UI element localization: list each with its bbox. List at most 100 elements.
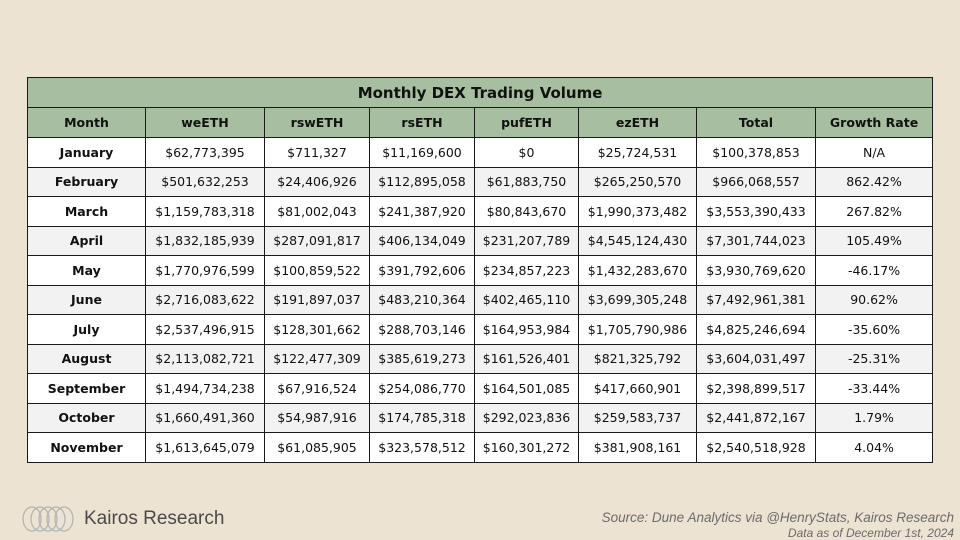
value-cell: $287,091,817 <box>264 225 370 256</box>
month-cell: January <box>27 137 146 168</box>
value-cell: $1,159,783,318 <box>145 196 265 227</box>
value-cell: $2,716,083,622 <box>145 284 265 315</box>
value-cell: $67,916,524 <box>264 373 370 404</box>
value-cell: 90.62% <box>814 284 934 315</box>
value-cell: $402,465,110 <box>474 284 579 315</box>
value-cell: $1,613,645,079 <box>145 432 265 463</box>
value-cell: -25.31% <box>814 343 934 374</box>
column-header: Growth Rate <box>814 107 934 138</box>
source-note: Source: Dune Analytics via @HenryStats, … <box>602 510 954 540</box>
value-cell: $292,023,836 <box>474 402 579 433</box>
value-cell: $234,857,223 <box>474 255 579 286</box>
value-cell: -35.60% <box>814 314 934 345</box>
value-cell: $7,492,961,381 <box>696 284 816 315</box>
month-cell: November <box>27 432 146 463</box>
value-cell: $231,207,789 <box>474 225 579 256</box>
value-cell: $174,785,318 <box>369 402 475 433</box>
value-cell: $2,113,082,721 <box>145 343 265 374</box>
column-header: Total <box>696 107 816 138</box>
month-cell: October <box>27 402 146 433</box>
month-cell: August <box>27 343 146 374</box>
kairos-logo-icon <box>22 506 74 532</box>
table-row: March $1,159,783,318 $81,002,043 $241,387,9… <box>27 196 934 227</box>
value-cell: $11,169,600 <box>369 137 475 168</box>
value-cell: 1.79% <box>814 402 934 433</box>
value-cell: $0 <box>474 137 579 168</box>
value-cell: $323,578,512 <box>369 432 475 463</box>
value-cell: $164,501,085 <box>474 373 579 404</box>
value-cell: $381,908,161 <box>578 432 697 463</box>
value-cell: $483,210,364 <box>369 284 475 315</box>
value-cell: $4,545,124,430 <box>578 225 697 256</box>
column-header: ezETH <box>578 107 697 138</box>
month-cell: March <box>27 196 146 227</box>
source-text: Source: Dune Analytics via @HenryStats, … <box>601 510 954 525</box>
value-cell: $288,703,146 <box>369 314 475 345</box>
value-cell: $1,770,976,599 <box>145 255 265 286</box>
value-cell: 105.49% <box>814 225 934 256</box>
value-cell: $1,660,491,360 <box>145 402 265 433</box>
value-cell: $122,477,309 <box>264 343 370 374</box>
value-cell: $81,002,043 <box>264 196 370 227</box>
value-cell: $417,660,901 <box>578 373 697 404</box>
value-cell: $3,604,031,497 <box>696 343 816 374</box>
column-header: weETH <box>145 107 265 138</box>
column-header: rsETH <box>369 107 475 138</box>
value-cell: $2,441,872,167 <box>696 402 816 433</box>
month-cell: June <box>27 284 146 315</box>
value-cell: 4.04% <box>814 432 934 463</box>
month-cell: April <box>27 225 146 256</box>
value-cell: $54,987,916 <box>264 402 370 433</box>
value-cell: $821,325,792 <box>578 343 697 374</box>
value-cell: -33.44% <box>814 373 934 404</box>
value-cell: $3,553,390,433 <box>696 196 816 227</box>
value-cell: $1,432,283,670 <box>578 255 697 286</box>
value-cell: $100,859,522 <box>264 255 370 286</box>
value-cell: $2,398,899,517 <box>696 373 816 404</box>
value-cell: $62,773,395 <box>145 137 265 168</box>
value-cell: $61,883,750 <box>474 166 579 197</box>
table-row: November $1,613,645,079 $61,085,905 $323,57… <box>27 432 934 463</box>
value-cell: $241,387,920 <box>369 196 475 227</box>
value-cell: $1,832,185,939 <box>145 225 265 256</box>
column-header-row: Month weETH rswETH rsETH pufETH ezETH Total Gro… <box>27 107 934 138</box>
value-cell: $254,086,770 <box>369 373 475 404</box>
date-note: Data as of December 1st, 2024 <box>787 526 954 540</box>
value-cell: $1,990,373,482 <box>578 196 697 227</box>
value-cell: $2,540,518,928 <box>696 432 816 463</box>
value-cell: $1,705,790,986 <box>578 314 697 345</box>
table-body: January $62,773,395 $711,327 $11,169,600 $0 $… <box>27 137 934 463</box>
value-cell: $3,699,305,248 <box>578 284 697 315</box>
value-cell: $161,526,401 <box>474 343 579 374</box>
value-cell: $4,825,246,694 <box>696 314 816 345</box>
column-header: pufETH <box>474 107 579 138</box>
value-cell: $160,301,272 <box>474 432 579 463</box>
month-cell: February <box>27 166 146 197</box>
value-cell: $711,327 <box>264 137 370 168</box>
table-title: Monthly DEX Trading Volume <box>26 77 934 108</box>
table-row: February $501,632,253 $24,406,926 $112,895,… <box>27 166 934 197</box>
value-cell: $164,953,984 <box>474 314 579 345</box>
value-cell: $128,301,662 <box>264 314 370 345</box>
table-row: September $1,494,734,238 $67,916,524 $254,0… <box>27 373 934 404</box>
value-cell: N/A <box>814 137 934 168</box>
value-cell: $7,301,744,023 <box>696 225 816 256</box>
column-header: Month <box>27 107 146 138</box>
value-cell: $2,537,496,915 <box>145 314 265 345</box>
value-cell: $25,724,531 <box>578 137 697 168</box>
month-cell: September <box>27 373 146 404</box>
value-cell: $385,619,273 <box>369 343 475 374</box>
table-row: August $2,113,082,721 $122,477,309 $385,619… <box>27 343 934 374</box>
table-row: April $1,832,185,939 $287,091,817 $406,134,… <box>27 225 934 256</box>
month-cell: May <box>27 255 146 286</box>
value-cell: $501,632,253 <box>145 166 265 197</box>
value-cell: $112,895,058 <box>369 166 475 197</box>
kairos-logo: Kairos Research <box>20 504 224 534</box>
value-cell: $80,843,670 <box>474 196 579 227</box>
value-cell: $966,068,557 <box>696 166 816 197</box>
value-cell: 862.42% <box>814 166 934 197</box>
value-cell: $191,897,037 <box>264 284 370 315</box>
brand-name: Kairos Research <box>84 508 225 529</box>
table-row: January $62,773,395 $711,327 $11,169,600 $0 $… <box>27 137 934 168</box>
value-cell: $24,406,926 <box>264 166 370 197</box>
